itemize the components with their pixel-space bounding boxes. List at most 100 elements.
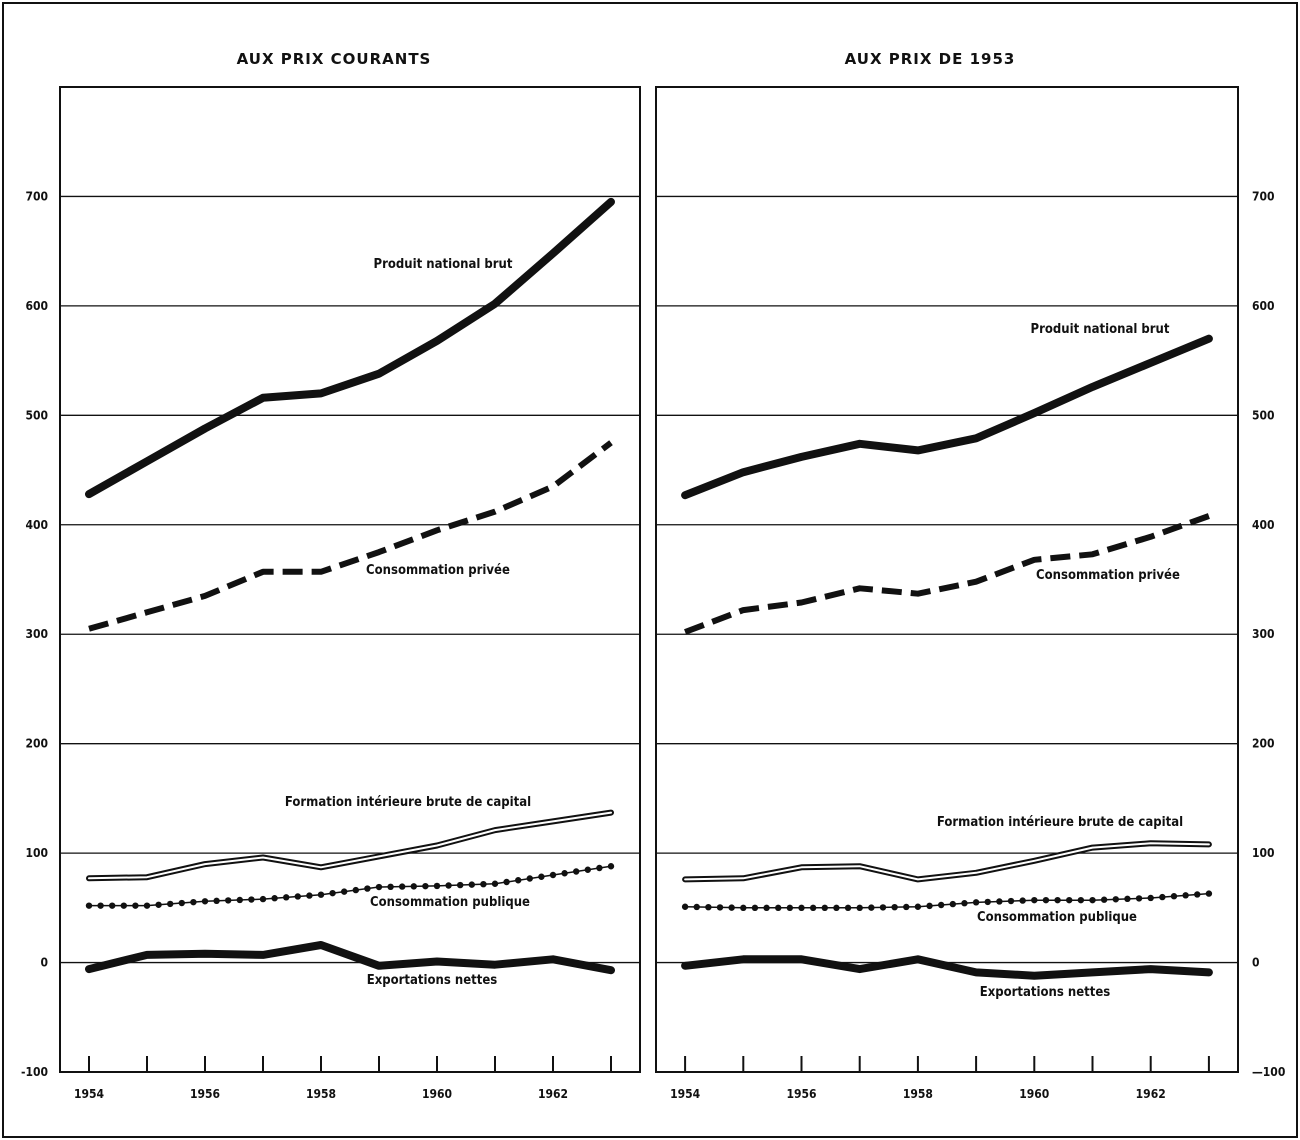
series-line bbox=[681, 334, 1213, 500]
series-dot bbox=[549, 871, 557, 879]
series-dot bbox=[1007, 897, 1015, 905]
x-tick-label: 1962 bbox=[1136, 1087, 1166, 1101]
series-dot bbox=[903, 903, 910, 911]
series-label-consommation-privee: Consommation privée bbox=[366, 563, 510, 578]
series-label-produit-national-brut: Produit national brut bbox=[374, 257, 513, 272]
series-dot bbox=[798, 904, 805, 912]
series-dot bbox=[1170, 893, 1178, 900]
series-dot bbox=[410, 883, 417, 890]
series-line bbox=[684, 513, 1210, 635]
y-tick-label: 100 bbox=[25, 846, 48, 860]
y-tick-label: 300 bbox=[25, 627, 48, 641]
series-dot bbox=[178, 899, 185, 907]
series-dot bbox=[879, 904, 887, 911]
y-tick-label: 200 bbox=[25, 737, 48, 751]
series-dot bbox=[1100, 896, 1108, 903]
series-dot bbox=[937, 901, 945, 909]
plot-frame bbox=[59, 86, 641, 1073]
panel-title-1953-prices: AUX PRIX DE 1953 bbox=[845, 50, 1016, 68]
x-tick-label: 1954 bbox=[74, 1087, 105, 1101]
y-tick-label: 300 bbox=[1252, 627, 1275, 641]
series-dot bbox=[607, 863, 615, 870]
series-dot bbox=[422, 882, 429, 890]
series-dot bbox=[248, 896, 255, 903]
series-dot bbox=[821, 904, 828, 912]
series-formation-interieure-brute-de-capital: Formation intérieure brute de capital bbox=[86, 795, 614, 882]
series-exportations-nettes: Exportations nettes bbox=[681, 955, 1213, 1000]
x-tick-label: 1960 bbox=[1019, 1087, 1049, 1101]
y-tick-label: 0 bbox=[40, 956, 48, 970]
series-dot bbox=[1182, 892, 1189, 899]
series-dot bbox=[1112, 896, 1119, 903]
x-tick-label: 1954 bbox=[670, 1087, 701, 1101]
series-dot bbox=[949, 900, 957, 908]
y-tick-label: 100 bbox=[1252, 846, 1275, 860]
series-dot bbox=[480, 880, 487, 888]
series-dot bbox=[596, 864, 603, 872]
series-dot bbox=[515, 877, 522, 884]
series-dot bbox=[468, 881, 475, 888]
series-consommation-privee: Consommation privée bbox=[88, 440, 613, 632]
series-dot bbox=[961, 900, 968, 907]
series-dot bbox=[740, 904, 747, 912]
y-tick-label: 600 bbox=[1252, 299, 1275, 313]
series-dot bbox=[1089, 896, 1096, 904]
series-dot bbox=[693, 903, 700, 911]
y-tick-label: 600 bbox=[25, 299, 48, 313]
series-dot bbox=[364, 885, 371, 892]
series-dot bbox=[786, 904, 794, 912]
series-dot bbox=[728, 904, 735, 911]
series-dot bbox=[457, 881, 464, 889]
y-tick-label: -100 bbox=[21, 1065, 48, 1079]
series-dot bbox=[97, 902, 104, 909]
series-dot bbox=[225, 897, 232, 904]
series-dot bbox=[561, 870, 568, 877]
series-produit-national-brut: Produit national brut bbox=[85, 197, 615, 499]
series-dot bbox=[1077, 896, 1085, 904]
series-dot bbox=[329, 889, 336, 897]
series-label-formation-interieure-brute-de-capital: Formation intérieure brute de capital bbox=[285, 795, 531, 810]
series-dot bbox=[1042, 896, 1050, 904]
x-tick-label: 1962 bbox=[538, 1087, 568, 1101]
series-line bbox=[86, 809, 614, 882]
y-tick-label: 500 bbox=[1252, 408, 1275, 422]
series-line bbox=[85, 941, 615, 975]
series-dot bbox=[996, 898, 1003, 905]
y-tick-label: 700 bbox=[25, 189, 48, 203]
panel-1953-prices: —100 0 100 200 300 400 500 600 700 1954 1956 1958 19… bbox=[655, 86, 1285, 1101]
series-dot bbox=[926, 902, 933, 910]
series-dot bbox=[984, 898, 991, 906]
series-dot bbox=[716, 904, 724, 911]
series-label-consommation-privee: Consommation privée bbox=[1036, 568, 1180, 583]
series-dot bbox=[306, 892, 313, 899]
y-tick-label: 700 bbox=[1252, 189, 1275, 203]
series-dot bbox=[317, 891, 325, 898]
series-dot bbox=[283, 894, 290, 901]
series-dot bbox=[352, 886, 359, 894]
series-dot bbox=[120, 902, 128, 909]
series-dot bbox=[236, 896, 243, 904]
y-tick-label: —100 bbox=[1252, 1065, 1285, 1079]
series-dot bbox=[201, 898, 209, 905]
series-dot bbox=[375, 883, 383, 891]
x-tick-label: 1958 bbox=[306, 1087, 336, 1101]
series-dot bbox=[914, 903, 922, 910]
series-dot bbox=[856, 904, 863, 912]
series-formation-interieure-brute-de-capital: Formation intérieure brute de capital bbox=[682, 815, 1212, 883]
series-consommation-publique: Consommation publique bbox=[681, 890, 1213, 925]
series-dot bbox=[868, 904, 875, 911]
panel-current-prices: -100 0 100 200 300 400 500 600 700 1954 1956 1958 19… bbox=[21, 86, 641, 1101]
series-dot bbox=[833, 904, 840, 912]
series-produit-national-brut: Produit national brut bbox=[681, 322, 1213, 500]
series-line bbox=[684, 892, 1210, 909]
series-label-exportations-nettes: Exportations nettes bbox=[367, 973, 498, 988]
series-dot bbox=[526, 875, 533, 882]
series-dot bbox=[1054, 896, 1061, 904]
series-dot bbox=[341, 888, 348, 895]
series-dot bbox=[1124, 895, 1131, 903]
series-dot bbox=[972, 899, 980, 906]
series-dot bbox=[681, 903, 689, 910]
series-dot bbox=[1147, 894, 1154, 902]
series-dot bbox=[399, 883, 406, 890]
